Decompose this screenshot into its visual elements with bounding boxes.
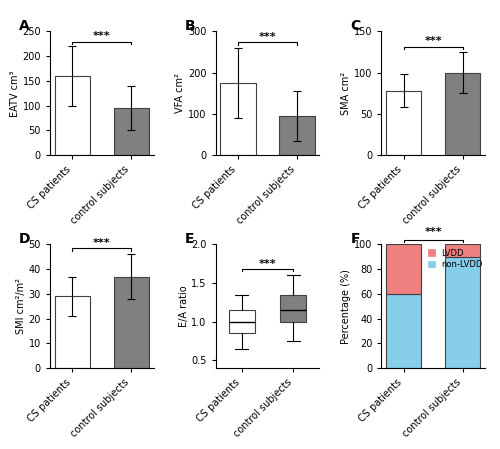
Bar	[280, 116, 314, 155]
Bar	[54, 296, 90, 368]
Bar	[386, 294, 422, 368]
Bar	[445, 244, 480, 257]
Y-axis label: SMA cm²: SMA cm²	[341, 72, 351, 115]
Y-axis label: SMI cm²/m²: SMI cm²/m²	[16, 278, 26, 334]
Text: B: B	[184, 19, 196, 33]
Text: ***: ***	[258, 32, 276, 42]
Bar	[114, 277, 149, 368]
Text: ***: ***	[424, 36, 442, 46]
PathPatch shape	[280, 295, 306, 322]
Text: C: C	[350, 19, 360, 33]
Y-axis label: EATV cm³: EATV cm³	[10, 70, 20, 117]
Y-axis label: E/A ratio: E/A ratio	[178, 286, 188, 327]
Bar	[54, 76, 90, 155]
Text: ***: ***	[93, 31, 110, 41]
PathPatch shape	[228, 310, 254, 333]
Bar	[114, 108, 149, 155]
Text: D: D	[19, 232, 30, 246]
Bar	[445, 257, 480, 368]
Y-axis label: Percentage (%): Percentage (%)	[341, 269, 351, 344]
Bar	[220, 83, 256, 155]
Text: E: E	[184, 232, 194, 246]
Y-axis label: VFA cm²: VFA cm²	[176, 73, 186, 113]
Bar	[386, 244, 422, 294]
Bar	[445, 73, 480, 155]
Text: ***: ***	[93, 238, 110, 248]
Text: F: F	[350, 232, 360, 246]
Text: A: A	[19, 19, 30, 33]
Bar	[386, 91, 422, 155]
Legend: LVDD, non-LVDD: LVDD, non-LVDD	[428, 249, 483, 269]
Text: ***: ***	[424, 228, 442, 238]
Text: ***: ***	[258, 259, 276, 269]
